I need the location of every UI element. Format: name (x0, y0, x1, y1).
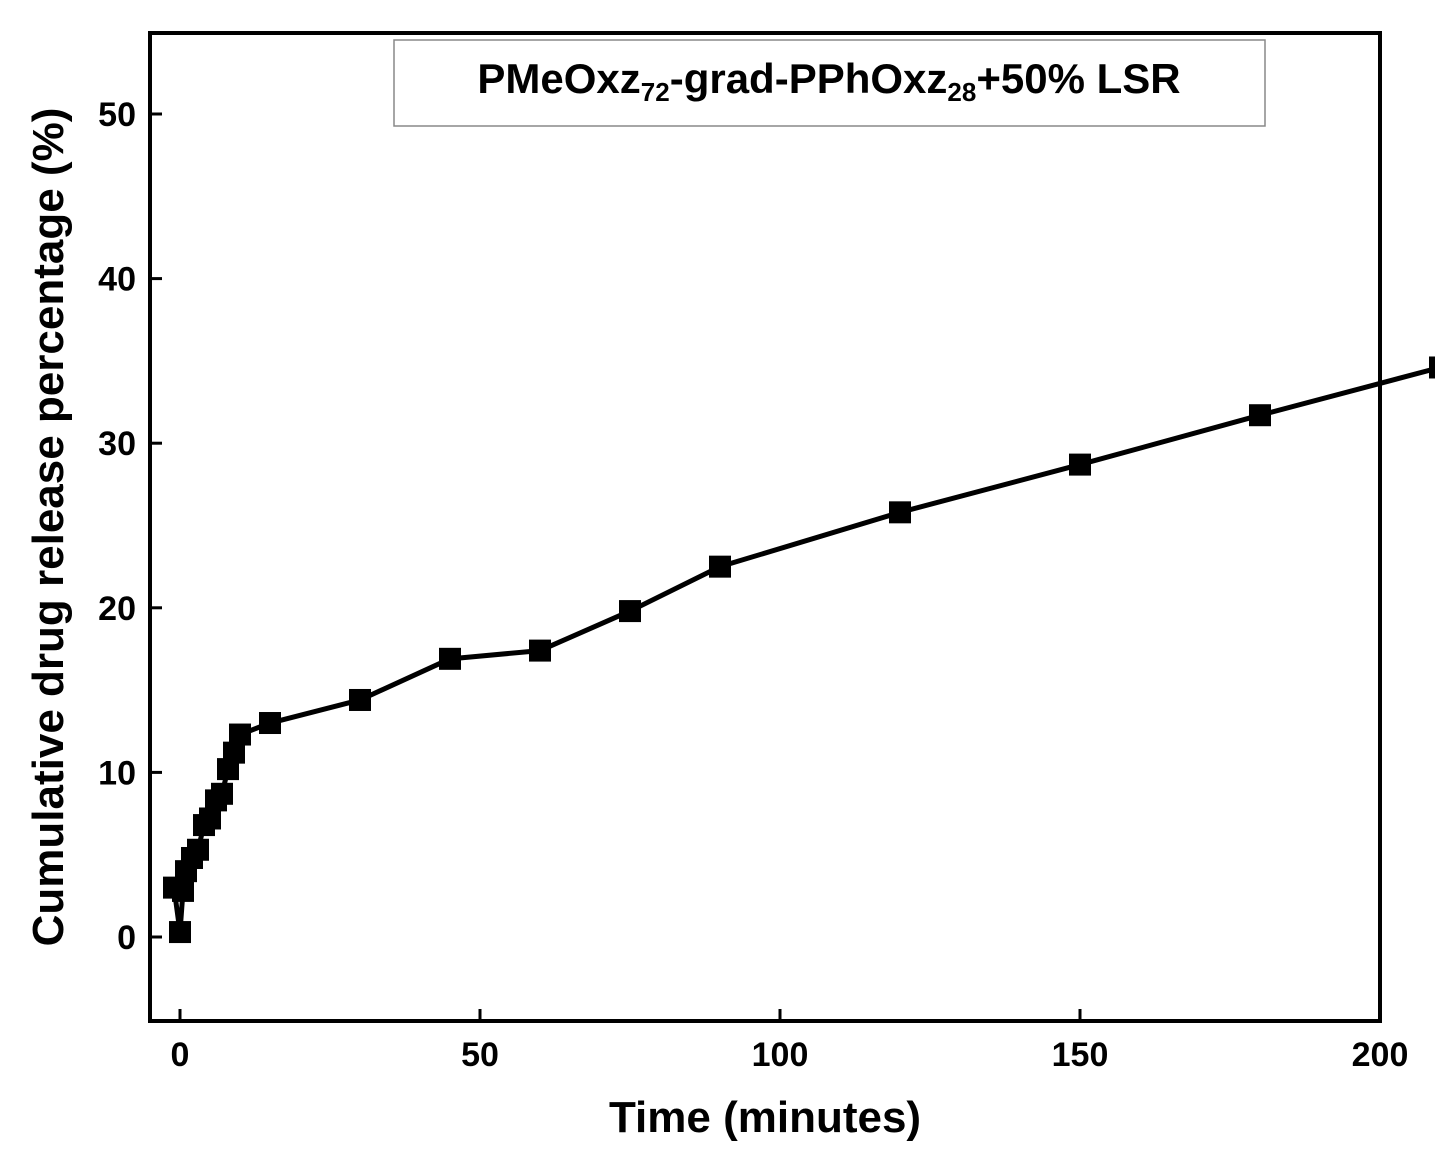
y-axis-ticks: 0 10 20 30 40 50 (98, 96, 162, 957)
y-tick-label: 30 (98, 425, 136, 463)
data-point (172, 879, 194, 902)
data-point (187, 838, 209, 861)
data-point (349, 688, 371, 711)
legend: PMeOxz72-grad-PPhOxz28+50% LSR (393, 39, 1266, 127)
legend-label: PMeOxz72-grad-PPhOxz28+50% LSR (477, 55, 1180, 107)
y-axis-title: Cumulative drug release percentage (%) (24, 108, 73, 947)
y-tick-label: 0 (117, 919, 136, 957)
data-point (223, 741, 245, 764)
y-tick-label: 20 (98, 590, 136, 628)
data-point (889, 501, 911, 524)
x-tick-label: 150 (1052, 1036, 1109, 1074)
series-layer (163, 356, 1435, 944)
data-point (1069, 453, 1091, 476)
x-tick-label: 50 (461, 1036, 499, 1074)
y-tick-label: 50 (98, 96, 136, 134)
data-point (709, 555, 731, 578)
x-axis-ticks: 050100150200250300350400 (171, 1009, 1409, 1074)
data-point (1249, 404, 1271, 427)
data-point (439, 647, 461, 670)
data-point (529, 639, 551, 662)
x-tick-label: 100 (752, 1036, 809, 1074)
y-tick-label: 40 (98, 261, 136, 299)
data-point (1429, 356, 1435, 379)
x-axis-title: Time (minutes) (609, 1093, 921, 1142)
legend-box (393, 39, 1266, 127)
plot-frame (148, 31, 1382, 1023)
data-point (229, 723, 251, 746)
data-point (259, 712, 281, 735)
data-point (169, 921, 191, 944)
data-point (619, 600, 641, 623)
series-line (171, 366, 1435, 935)
x-tick-label: 0 (171, 1036, 190, 1074)
x-tick-label: 200 (1352, 1036, 1409, 1074)
data-point (199, 807, 221, 830)
y-tick-label: 10 (98, 754, 136, 792)
data-point (211, 782, 233, 805)
